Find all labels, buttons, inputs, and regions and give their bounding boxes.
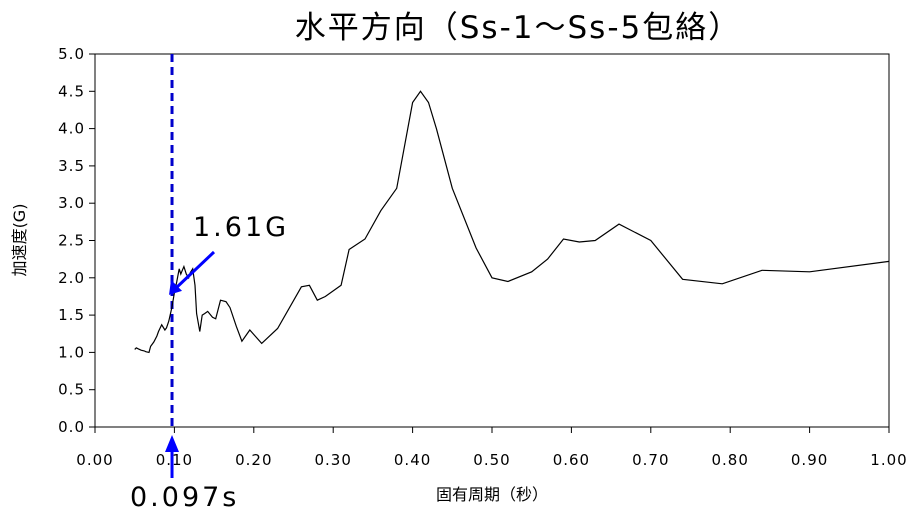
chart-title: 水平方向（Ss-1～Ss-5包絡） xyxy=(295,10,741,46)
y-axis: 0.0 0.5 1.0 1.5 2.0 2.5 3.0 3.5 4.0 4.5 5.0 xyxy=(58,45,95,436)
x-tick-label: 0.50 xyxy=(473,451,510,469)
x-tick-label: 1.00 xyxy=(870,451,907,469)
x-tick-label: 0.40 xyxy=(394,451,431,469)
period-annotation: 0.097s xyxy=(130,482,239,513)
y-tick-label: 0.0 xyxy=(58,418,85,436)
accel-arrow-head xyxy=(169,279,183,295)
x-axis: 0.00 0.10 0.20 0.30 0.40 0.50 0.60 0.70 0.80 0.90… xyxy=(76,427,907,469)
x-tick-label: 0.30 xyxy=(314,451,351,469)
y-tick-label: 3.5 xyxy=(58,157,85,175)
y-tick-label: 4.0 xyxy=(58,120,85,138)
y-tick-label: 4.5 xyxy=(58,82,85,100)
x-tick-label: 0.90 xyxy=(791,451,828,469)
y-axis-label: 加速度(G) xyxy=(10,204,29,277)
x-axis-label: 固有周期（秒） xyxy=(436,485,548,504)
accel-arrow-shaft xyxy=(172,250,216,291)
accel-annotation: 1.61G xyxy=(193,212,289,243)
annotation-arrows xyxy=(165,250,216,478)
period-arrow-head xyxy=(165,435,180,452)
x-tick-label: 0.00 xyxy=(76,451,113,469)
y-tick-label: 2.5 xyxy=(58,232,85,250)
y-tick-label: 1.0 xyxy=(58,343,85,361)
y-tick-label: 2.0 xyxy=(58,269,85,287)
y-tick-label: 0.5 xyxy=(58,381,85,399)
y-tick-label: 5.0 xyxy=(58,45,85,63)
x-tick-label: 0.10 xyxy=(156,451,193,469)
series-line xyxy=(134,90,890,354)
x-tick-label: 0.60 xyxy=(553,451,590,469)
y-tick-label: 3.0 xyxy=(58,194,85,212)
x-tick-label: 0.80 xyxy=(711,451,748,469)
x-tick-label: 0.70 xyxy=(632,451,669,469)
y-tick-label: 1.5 xyxy=(58,306,85,324)
x-tick-label: 0.20 xyxy=(235,451,272,469)
